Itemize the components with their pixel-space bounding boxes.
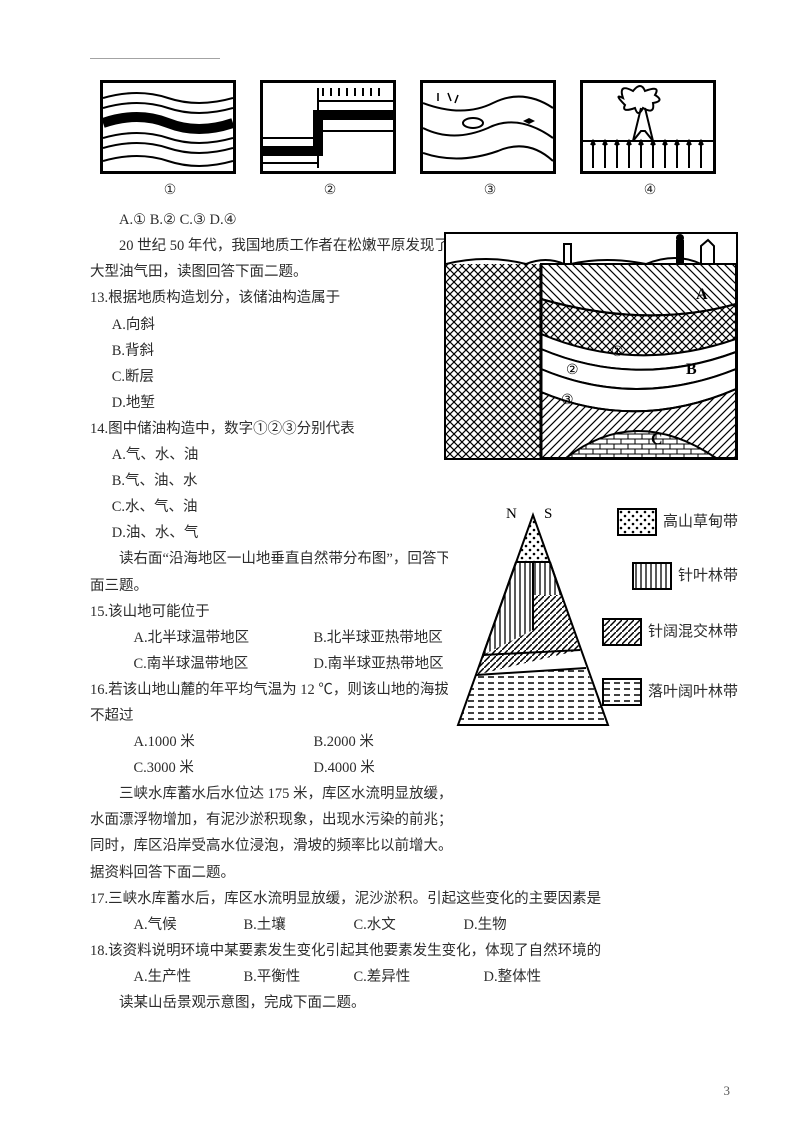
q12-options: A.① B.② C.③ D.④ bbox=[90, 207, 730, 233]
geo-fig-3: ③ bbox=[420, 80, 560, 203]
intro-19: 读某山岳景观示意图，完成下面二题。 bbox=[90, 990, 730, 1016]
mtn-n: N bbox=[506, 506, 517, 522]
geo-fig-1-image bbox=[100, 80, 236, 174]
legend-box-dash bbox=[602, 678, 642, 706]
q18-b: B.平衡性 bbox=[222, 964, 332, 990]
legend-text-c: 针阔混交林带 bbox=[648, 619, 738, 646]
geo-label-3: ③ bbox=[420, 178, 560, 203]
q15-a: A.北半球温带地区 bbox=[112, 625, 292, 651]
q17: 17.三峡水库蓄水后，库区水流明显放缓，泥沙淤积。引起这些变化的主要因素是 bbox=[90, 886, 730, 912]
geo-label-4: ④ bbox=[580, 178, 720, 203]
q16-b: B.2000 米 bbox=[292, 729, 472, 755]
xs-label-1: ① bbox=[611, 345, 624, 360]
geo-fig-3-image bbox=[420, 80, 556, 174]
q15-d: D.南半球亚热带地区 bbox=[292, 651, 472, 677]
q17-opts: A.气候B.土壤C.水文D.生物 bbox=[90, 912, 730, 938]
legend-deciduous: 落叶阔叶林带 bbox=[602, 678, 738, 706]
intro-15: 读右面“沿海地区一山地垂直自然带分布图”，回答下面三题。 bbox=[90, 546, 460, 598]
q15-c: C.南半球温带地区 bbox=[112, 651, 292, 677]
intro-17: 三峡水库蓄水后水位达 175 米，库区水流明显放缓，水面漂浮物增加，有泥沙淤积现… bbox=[90, 781, 460, 885]
q18-a: A.生产性 bbox=[112, 964, 222, 990]
legend-box-diag bbox=[602, 618, 642, 646]
q17-b: B.土壤 bbox=[222, 912, 332, 938]
q18-opts: A.生产性B.平衡性C.差异性D.整体性 bbox=[90, 964, 730, 990]
header-rule bbox=[90, 58, 220, 59]
legend-alpine-meadow: 高山草甸带 bbox=[617, 508, 738, 536]
q16-a: A.1000 米 bbox=[112, 729, 292, 755]
legend-mixed: 针阔混交林带 bbox=[602, 618, 738, 646]
xs-label-2: ② bbox=[566, 363, 579, 378]
geology-figures-row: ① ② bbox=[100, 80, 720, 203]
q16-opts-row2: C.3000 米D.4000 米 bbox=[90, 755, 730, 781]
q16-c: C.3000 米 bbox=[112, 755, 292, 781]
cross-section-figure: A ① ② B ③ C bbox=[444, 232, 738, 460]
q16-d: D.4000 米 bbox=[292, 755, 472, 781]
xs-label-3: ③ bbox=[561, 393, 574, 408]
exam-page: ① ② bbox=[0, 0, 800, 1132]
q18: 18.该资料说明环境中某要素发生变化引起其他要素发生变化，体现了自然环境的 bbox=[90, 938, 730, 964]
legend-text-b: 针叶林带 bbox=[678, 563, 738, 590]
geo-label-1: ① bbox=[100, 178, 240, 203]
geo-fig-2-image bbox=[260, 80, 396, 174]
geo-label-2: ② bbox=[260, 178, 400, 203]
legend-box-dots bbox=[617, 508, 657, 536]
page-number: 3 bbox=[724, 1079, 731, 1102]
xs-label-b: B bbox=[686, 361, 697, 378]
legend-box-vlines bbox=[632, 562, 672, 590]
q17-d: D.生物 bbox=[442, 912, 552, 938]
q15-b: B.北半球亚热带地区 bbox=[292, 625, 472, 651]
legend-text-d: 落叶阔叶林带 bbox=[648, 679, 738, 706]
geo-fig-1: ① bbox=[100, 80, 240, 203]
q17-a: A.气候 bbox=[112, 912, 222, 938]
geo-fig-4: ④ bbox=[580, 80, 720, 203]
xs-label-a: A bbox=[696, 286, 708, 303]
geo-fig-4-image bbox=[580, 80, 716, 174]
geo-fig-2: ② bbox=[260, 80, 400, 203]
q18-d: D.整体性 bbox=[462, 964, 572, 990]
q14-opt-b: B.气、油、水 bbox=[90, 468, 730, 494]
q16: 16.若该山地山麓的年平均气温为 12 ℃，则该山地的海拔不超过 bbox=[90, 677, 460, 729]
legend-conifer: 针叶林带 bbox=[632, 562, 738, 590]
mtn-s: S bbox=[544, 506, 552, 522]
mountain-zonation-figure: N S 高山草甸带 bbox=[448, 500, 738, 740]
xs-label-c: C bbox=[651, 431, 663, 448]
legend-text-a: 高山草甸带 bbox=[663, 509, 738, 536]
intro-13: 20 世纪 50 年代，我国地质工作者在松嫩平原发现了大型油气田，读图回答下面二… bbox=[90, 233, 460, 285]
q17-c: C.水文 bbox=[332, 912, 442, 938]
q18-c: C.差异性 bbox=[332, 964, 462, 990]
